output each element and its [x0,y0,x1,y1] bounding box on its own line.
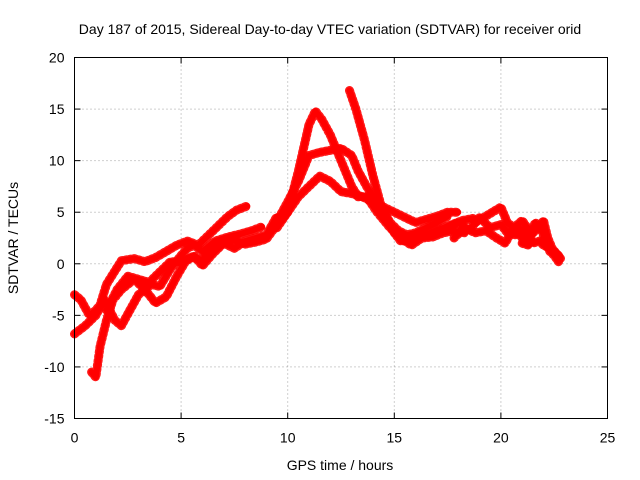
x-tick-label: 15 [387,430,403,446]
x-tick-label: 0 [71,430,79,446]
x-axis-label: GPS time / hours [287,457,394,473]
x-tick-label: 25 [600,430,616,446]
series-markers-track-7 [345,86,453,240]
ticks: 0 5 10 15 20 25 -15 -10 -5 0 5 10 15 20 [44,50,615,446]
y-tick-label: -10 [44,359,64,375]
series-markers-track-13 [528,216,566,263]
y-tick-label: 10 [49,153,65,169]
chart-title: Day 187 of 2015, Sidereal Day-to-day VTE… [79,21,581,37]
y-tick-label: 15 [49,101,65,117]
x-tick-label: 20 [493,430,509,446]
series-markers-track-10 [470,202,536,238]
y-tick-label: -5 [52,307,65,323]
y-tick-label: 0 [57,256,65,272]
y-tick-label: -15 [44,411,64,427]
y-tick-label: 20 [49,50,65,66]
y-axis-label: SDTVAR / TECUs [5,182,21,294]
y-tick-label: 5 [57,204,65,220]
x-tick-label: 5 [177,430,185,446]
series-group [70,86,566,382]
series-markers-track-5 [274,143,478,246]
series-markers-track-6 [272,171,463,233]
plot-frame [74,57,608,419]
x-tick-label: 10 [280,430,296,446]
